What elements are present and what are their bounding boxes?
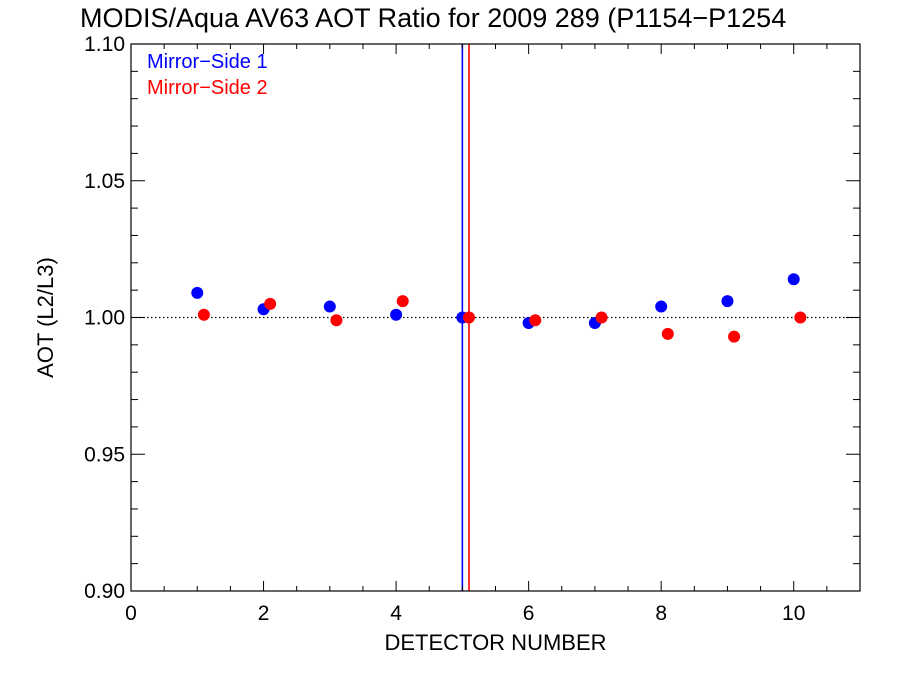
series-2-point (396, 295, 409, 308)
y-tick-label: 0.95 (84, 443, 125, 466)
y-tick-label: 1.00 (84, 307, 125, 330)
series-2-point (661, 327, 674, 340)
x-axis-label: DETECTOR NUMBER (384, 630, 606, 655)
series-2-point (462, 311, 475, 324)
chart-title: MODIS/Aqua AV63 AOT Ratio for 2009 289 (… (80, 3, 786, 33)
series-1-point (655, 300, 668, 313)
y-tick-label: 1.05 (84, 170, 125, 193)
plot-area: 0 2 4 6 8 10 0.90 0.95 1.00 1.05 1.10 Mirror−Side 1… (84, 33, 861, 625)
series-2-point (197, 308, 210, 321)
x-tick-label: 0 (125, 602, 137, 625)
legend-entry-series-1: Mirror−Side 1 (147, 51, 268, 73)
series-2-point (728, 330, 741, 343)
series-1-point (721, 295, 734, 308)
x-tick-label: 4 (390, 602, 402, 625)
series-2-point (330, 314, 343, 327)
series-1-point (787, 273, 800, 286)
series-2-point (529, 314, 542, 327)
plot-frame (130, 43, 861, 592)
x-tick-label: 2 (258, 602, 270, 625)
series-1-point (390, 308, 403, 321)
y-axis-label: AOT (L2/L3) (33, 257, 58, 378)
series-2-point (595, 311, 608, 324)
series-1-point (191, 286, 204, 299)
x-tick-label: 8 (655, 602, 667, 625)
legend-entry-series-2: Mirror−Side 2 (147, 77, 268, 99)
x-tick-label: 6 (523, 602, 535, 625)
series-2-point (264, 297, 277, 310)
x-tick-label: 10 (782, 602, 805, 625)
y-tick-label: 0.90 (84, 580, 125, 603)
y-tick-label: 1.10 (84, 33, 125, 56)
series-2-point (794, 311, 807, 324)
series-1-point (323, 300, 336, 313)
